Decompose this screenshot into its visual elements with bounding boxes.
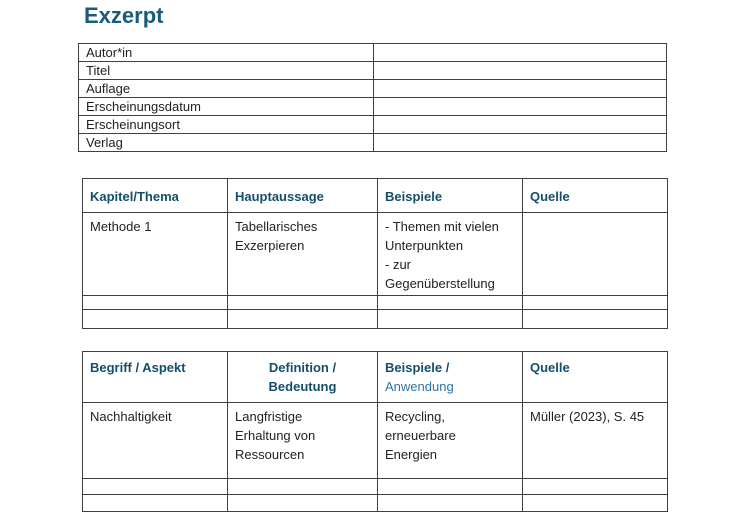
table-cell[interactable] [522, 478, 668, 495]
header-line-light: Anwendung [385, 379, 454, 394]
table-row [82, 494, 668, 512]
table-row: Autor*in [78, 43, 667, 62]
table-row: Auflage [78, 79, 667, 98]
chapter-table-body: Methode 1 Tabellarisches Exzerpieren - T… [82, 212, 668, 329]
table-row: Erscheinungsort [78, 115, 667, 134]
chapter-table: Kapitel/Thema Hauptaussage Beispiele Que… [82, 178, 668, 329]
table-row [82, 478, 668, 495]
table-row: Erscheinungsdatum [78, 97, 667, 116]
table-cell[interactable] [522, 212, 668, 296]
table-cell[interactable]: Recycling, erneuerbare Energien [377, 402, 523, 479]
table-cell[interactable] [227, 494, 378, 512]
header-line: Quelle [530, 360, 570, 375]
table-cell[interactable]: Methode 1 [82, 212, 228, 296]
term-table: Begriff / Aspekt Definition / Bedeutung … [82, 351, 668, 512]
table-cell[interactable] [82, 309, 228, 329]
column-header-hauptaussage: Hauptaussage [227, 178, 378, 213]
header-line: Beispiele / [385, 360, 450, 375]
column-header-begriff-aspekt: Begriff / Aspekt [82, 351, 228, 403]
table-cell[interactable] [82, 478, 228, 495]
table-cell[interactable] [377, 478, 523, 495]
column-header-quelle: Quelle [522, 351, 668, 403]
chapter-table-header-row: Kapitel/Thema Hauptaussage Beispiele Que… [82, 178, 668, 213]
column-header-beispiele-anwendung: Beispiele / Anwendung [377, 351, 523, 403]
table-cell[interactable] [227, 295, 378, 310]
bib-value-cell[interactable] [373, 79, 667, 98]
table-cell[interactable]: Nachhaltigkeit [82, 402, 228, 479]
table-cell[interactable] [227, 478, 378, 495]
bib-label-cell: Verlag [78, 133, 374, 152]
bib-label-cell: Erscheinungsdatum [78, 97, 374, 116]
bib-value-cell[interactable] [373, 97, 667, 116]
column-header-kapitel-thema: Kapitel/Thema [82, 178, 228, 213]
bibliography-table-body: Autor*in Titel Auflage Erscheinungsdatum… [78, 43, 667, 152]
table-cell[interactable] [522, 309, 668, 329]
table-row [82, 295, 668, 310]
bib-label-cell: Titel [78, 61, 374, 80]
table-cell[interactable]: Müller (2023), S. 45 [522, 402, 668, 479]
table-row: Verlag [78, 133, 667, 152]
table-cell[interactable] [377, 309, 523, 329]
table-row: Titel [78, 61, 667, 80]
header-line: Bedeutung [268, 379, 337, 394]
table-cell[interactable] [82, 295, 228, 310]
bib-label-cell: Erscheinungsort [78, 115, 374, 134]
table-cell[interactable] [227, 309, 378, 329]
table-cell[interactable]: Tabellarisches Exzerpieren [227, 212, 378, 296]
column-header-quelle: Quelle [522, 178, 668, 213]
column-header-beispiele: Beispiele [377, 178, 523, 213]
table-cell[interactable] [377, 295, 523, 310]
bib-value-cell[interactable] [373, 133, 667, 152]
table-cell[interactable]: - Themen mit vielen Unterpunkten - zur G… [377, 212, 523, 296]
bib-value-cell[interactable] [373, 61, 667, 80]
header-line: Definition / [268, 360, 337, 375]
table-cell[interactable] [522, 295, 668, 310]
bib-value-cell[interactable] [373, 115, 667, 134]
table-row [82, 309, 668, 329]
table-row: Methode 1 Tabellarisches Exzerpieren - T… [82, 212, 668, 296]
table-cell[interactable] [82, 494, 228, 512]
table-row: Nachhaltigkeit Langfristige Erhaltung vo… [82, 402, 668, 479]
table-cell[interactable] [377, 494, 523, 512]
header-line: Begriff / Aspekt [90, 360, 186, 375]
bib-value-cell[interactable] [373, 43, 667, 62]
table-cell[interactable]: Langfristige Erhaltung von Ressourcen [227, 402, 378, 479]
term-table-header-row: Begriff / Aspekt Definition / Bedeutung … [82, 351, 668, 403]
column-header-definition-bedeutung: Definition / Bedeutung [227, 351, 378, 403]
bib-label-cell: Autor*in [78, 43, 374, 62]
bib-label-cell: Auflage [78, 79, 374, 98]
term-table-body: Nachhaltigkeit Langfristige Erhaltung vo… [82, 402, 668, 512]
bibliography-table: Autor*in Titel Auflage Erscheinungsdatum… [78, 43, 667, 152]
table-cell[interactable] [522, 494, 668, 512]
page-title: Exzerpt [84, 3, 164, 28]
